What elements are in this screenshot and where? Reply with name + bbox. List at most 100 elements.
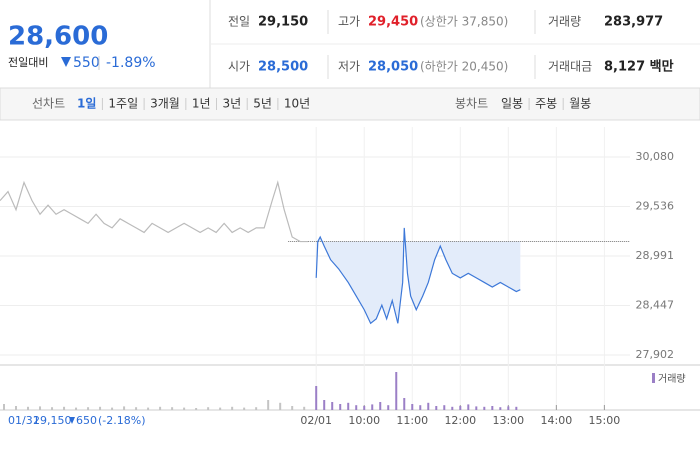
volume-bar — [443, 405, 446, 410]
down-icon — [61, 57, 71, 67]
volume-bar — [419, 405, 422, 410]
volume-bar — [491, 406, 494, 410]
volume-bar — [27, 406, 30, 410]
x-tick-label: 13:00 — [492, 414, 524, 427]
volume-bar — [159, 406, 162, 410]
stat-value: 29,150 — [258, 15, 308, 30]
volume-bar — [147, 407, 150, 410]
volume-bar — [339, 404, 342, 410]
period-tab[interactable]: 3개월 — [150, 97, 180, 111]
volume-bar — [279, 402, 282, 410]
stat-value: 28,050 — [368, 60, 418, 75]
volume-bar — [355, 405, 358, 410]
volume-bar — [135, 407, 138, 410]
x-tick-label: 12:00 — [444, 414, 476, 427]
volume-bar — [459, 406, 462, 410]
volume-bar — [347, 402, 350, 410]
volume-bar — [395, 372, 398, 410]
change: 550 — [73, 55, 100, 71]
volume-bar — [331, 402, 334, 410]
footer-date: 01/31 — [8, 414, 40, 427]
candle-chart-label: 봉차트 — [455, 97, 488, 111]
x-tick-label: 14:00 — [541, 414, 573, 427]
volume-bar — [99, 406, 102, 410]
change-label: 전일대비 — [8, 55, 48, 69]
volume-bar — [291, 406, 294, 410]
stat-value: 28,500 — [258, 60, 308, 75]
volume-bar — [435, 406, 438, 410]
y-tick-label: 30,080 — [636, 150, 675, 163]
stat-label: 전일 — [228, 15, 250, 29]
volume-bar — [207, 407, 210, 410]
x-tick-label: 11:00 — [396, 414, 428, 427]
change-pct: -1.89% — [106, 55, 156, 71]
volume-bar — [363, 406, 366, 410]
volume-bar — [475, 406, 478, 410]
volume-bar — [467, 404, 470, 410]
volume-bar — [483, 406, 486, 410]
legend-swatch — [652, 373, 655, 383]
legend-label: 거래량 — [658, 373, 686, 385]
volume-bar — [15, 406, 18, 410]
volume-bar — [219, 407, 222, 410]
volume-bar — [451, 406, 454, 410]
stat-label: 시가 — [228, 60, 250, 74]
volume-bar — [243, 407, 246, 410]
candle-tab[interactable]: 월봉 — [569, 97, 591, 111]
line-chart-label: 선차트 — [32, 97, 65, 111]
footer-change: 650 — [76, 414, 97, 427]
volume-bar — [171, 407, 174, 410]
footer-close: 29,150 — [33, 414, 72, 427]
area-fill — [316, 227, 521, 324]
volume-bar — [75, 407, 78, 410]
candle-tab[interactable]: 주봉 — [535, 97, 557, 111]
x-tick-label: 15:00 — [589, 414, 621, 427]
stat-value: 29,450 — [368, 15, 418, 30]
price: 28,600 — [8, 22, 108, 52]
y-tick-label: 28,991 — [636, 249, 675, 262]
candle-tab[interactable]: 일봉 — [501, 97, 523, 111]
footer-change-pct: (-2.18%) — [98, 414, 146, 427]
volume-bar — [87, 407, 90, 410]
volume-bar — [387, 405, 390, 410]
volume-bar — [231, 406, 234, 410]
volume-bar — [123, 406, 126, 410]
volume-bar — [195, 408, 198, 410]
volume-bar — [323, 400, 326, 410]
stat-label: 거래량 — [548, 15, 581, 29]
y-tick-label: 27,902 — [636, 348, 675, 361]
period-tab[interactable]: 1일 — [77, 97, 96, 111]
volume-bar — [63, 406, 66, 410]
volume-bar — [303, 406, 306, 410]
stat-label: 거래대금 — [548, 60, 592, 74]
volume-bar — [183, 407, 186, 410]
volume-bar — [39, 406, 42, 410]
period-tab[interactable]: 3년 — [223, 97, 242, 111]
stat-note: (상한가 37,850) — [420, 15, 508, 29]
x-tick-label: 10:00 — [348, 414, 380, 427]
down-icon — [69, 417, 75, 424]
period-tab[interactable]: 5년 — [253, 97, 272, 111]
stat-value: 283,977 — [604, 15, 663, 30]
volume-bar — [255, 407, 258, 410]
volume-bar — [111, 407, 114, 410]
stat-label: 저가 — [338, 60, 360, 74]
price-line — [315, 227, 521, 325]
period-tab[interactable]: 1주일 — [108, 97, 138, 111]
stat-note: (하한가 20,450) — [420, 60, 508, 74]
price-line — [0, 180, 309, 243]
volume-bar — [315, 386, 318, 410]
volume-bar — [51, 407, 54, 410]
period-tab[interactable]: 1년 — [192, 97, 211, 111]
stat-label: 고가 — [338, 15, 360, 29]
volume-bar — [499, 407, 502, 410]
volume-bar — [507, 406, 510, 410]
period-tab[interactable]: 10년 — [284, 97, 310, 111]
volume-bar — [379, 402, 382, 410]
volume-bar — [267, 400, 270, 410]
volume-bar — [403, 398, 406, 410]
stat-value: 8,127 백만 — [604, 59, 674, 75]
y-tick-label: 29,536 — [636, 199, 675, 212]
